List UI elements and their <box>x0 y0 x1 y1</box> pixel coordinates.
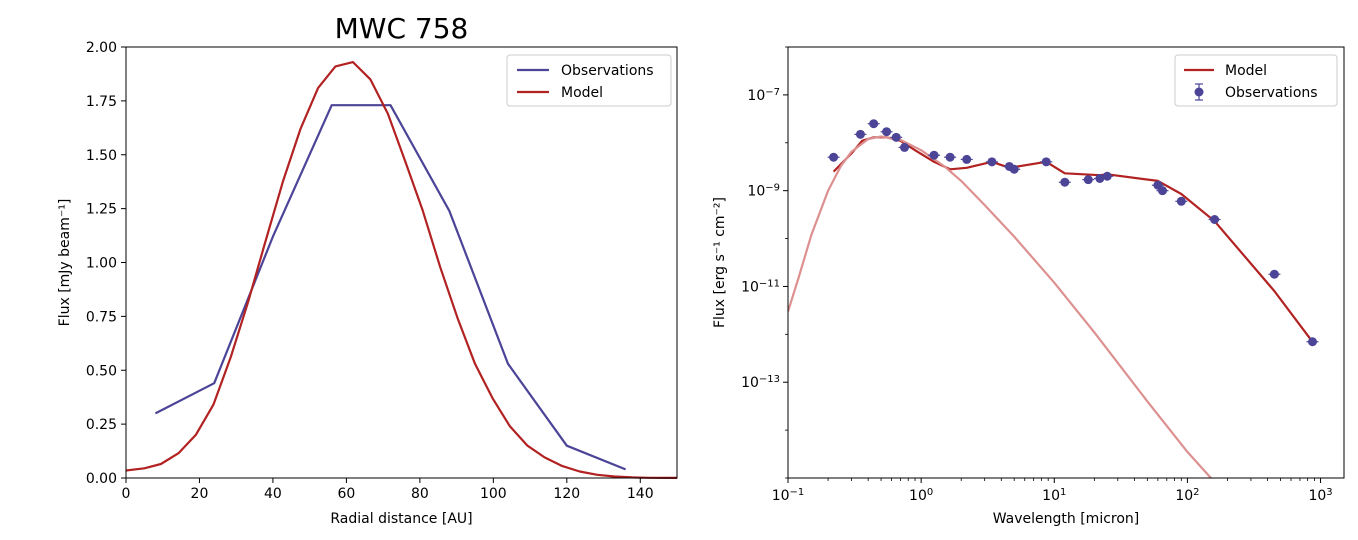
observation-point <box>929 150 939 160</box>
y-tick-label: 0.00 <box>86 471 117 487</box>
x-tick-label: 10−1 <box>772 487 805 505</box>
x-tick-label: 60 <box>337 486 355 502</box>
observation-point <box>882 127 892 137</box>
observation-point <box>1102 171 1112 181</box>
observation-point <box>1041 157 1051 167</box>
y-tick-label: 10−13 <box>741 374 780 392</box>
observation-point <box>1158 186 1168 196</box>
x-tick-label: 103 <box>1308 487 1332 505</box>
x-tick-label: 100 <box>480 486 507 502</box>
legend-box <box>1174 54 1338 107</box>
y-tick-label: 0.25 <box>86 417 117 433</box>
observation-point <box>900 142 910 152</box>
observation-point <box>1210 214 1220 224</box>
legend-label: Observations <box>561 63 654 79</box>
x-tick-label: 80 <box>411 486 429 502</box>
y-axis-label: Flux [mJy beam⁻¹] <box>57 199 73 327</box>
series-line-model <box>832 136 1314 343</box>
y-tick-label: 0.75 <box>86 309 117 325</box>
x-tick-label: 101 <box>1042 487 1066 505</box>
x-axis-label: Radial distance [AU] <box>330 511 472 527</box>
x-tick-label: 40 <box>264 486 282 502</box>
x-tick-label: 120 <box>553 486 580 502</box>
legend: Observations Model <box>506 54 672 107</box>
observation-point <box>855 129 865 139</box>
observation-point <box>1060 177 1070 187</box>
x-axis-label: Wavelength [micron] <box>993 511 1140 527</box>
observation-point <box>1176 196 1186 206</box>
observation-point <box>869 119 879 129</box>
sed-chart: 10−1 100 101 102 103 10−13 10−11 10−9 10−7 Wavele… <box>712 46 1345 527</box>
x-tick-label: 0 <box>122 486 131 502</box>
sed-plot-area <box>788 119 1319 478</box>
y-tick-label: 1.25 <box>86 202 117 218</box>
legend-box <box>506 54 672 107</box>
observation-point <box>945 152 955 162</box>
legend-label: Observations <box>1225 85 1318 101</box>
observation-point <box>1009 164 1019 174</box>
y-tick-label: 10−7 <box>747 86 780 104</box>
x-tick-label: 140 <box>627 486 654 502</box>
series-line-photosphere <box>788 135 1212 478</box>
y-tick-label: 10−11 <box>741 278 780 296</box>
y-tick-label: 2.00 <box>86 40 117 56</box>
x-tick-label: 20 <box>191 486 209 502</box>
legend: Model Observations <box>1174 54 1338 107</box>
chart-title: MWC 758 <box>335 12 469 45</box>
y-tick-label: 1.75 <box>86 94 117 110</box>
radial-profile-chart: MWC 758 0 20 40 60 80 100 120 140 0.00 0.25 0.50 0.7… <box>57 12 678 527</box>
y-tick-label: 1.50 <box>86 148 117 164</box>
series-line-observations <box>154 104 627 471</box>
y-tick-label: 1.00 <box>86 256 117 272</box>
y-tick-label: 10−9 <box>747 182 780 200</box>
x-tick-label: 100 <box>909 487 933 505</box>
observation-point <box>1083 175 1093 185</box>
plot-frame <box>787 46 1345 479</box>
legend-marker <box>1194 87 1204 97</box>
observation-point <box>891 132 901 142</box>
observation-point <box>962 154 972 164</box>
observation-point <box>829 152 839 162</box>
series-line-model <box>125 61 677 479</box>
observation-point <box>1269 269 1279 279</box>
y-axis-label: Flux [erg s⁻¹ cm⁻²] <box>712 197 728 328</box>
observation-point <box>987 157 997 167</box>
legend-label: Model <box>1225 63 1267 79</box>
y-tick-label: 0.50 <box>86 363 117 379</box>
legend-label: Model <box>561 85 603 101</box>
observation-point <box>1308 337 1318 347</box>
x-tick-label: 102 <box>1175 487 1199 505</box>
